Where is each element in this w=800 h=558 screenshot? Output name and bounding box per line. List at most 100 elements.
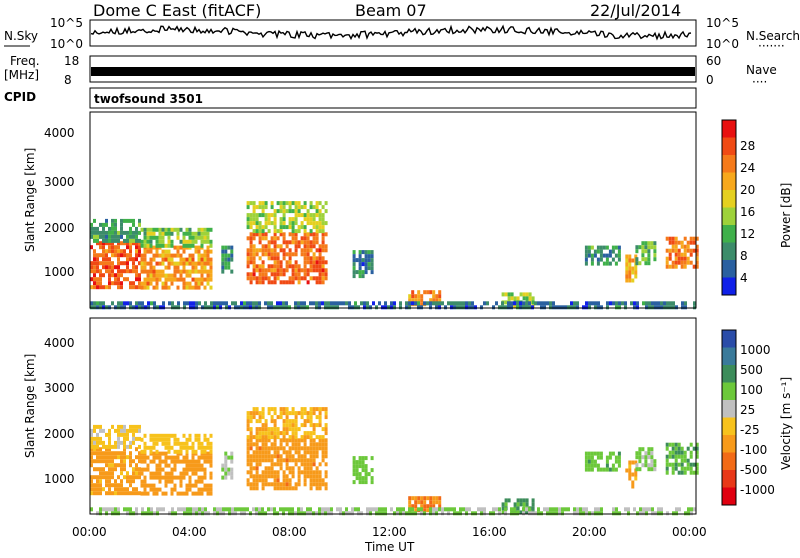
heatmap-cell: [138, 285, 141, 290]
heatmap-cell: [152, 257, 156, 262]
heatmap-cell: [267, 240, 271, 245]
heatmap-cell: [191, 449, 195, 454]
heatmap-cell: [612, 511, 615, 516]
heatmap-cell: [227, 261, 231, 266]
heatmap-cell: [564, 507, 567, 512]
heatmap-cell: [358, 258, 362, 263]
heatmap-cell: [177, 507, 180, 512]
heatmap-cell: [309, 466, 313, 471]
heatmap-cell: [197, 245, 201, 250]
heatmap-cell: [631, 460, 635, 465]
heatmap-cell: [105, 257, 108, 262]
heatmap-cell: [234, 511, 237, 516]
heatmap-cell: [90, 265, 93, 270]
heatmap-cell: [246, 260, 250, 265]
heatmap-cell: [599, 245, 603, 250]
heatmap-cell: [465, 507, 468, 512]
heatmap-cell: [123, 487, 126, 492]
heatmap-cell: [674, 462, 678, 467]
heatmap-cell: [143, 441, 147, 446]
heatmap-cell: [132, 230, 135, 235]
heatmap-cell: [648, 301, 651, 306]
heatmap-cell: [188, 487, 192, 492]
heatmap-cell: [146, 235, 150, 240]
heatmap-cell: [498, 511, 501, 516]
heatmap-cell: [200, 227, 204, 232]
heatmap-cell: [258, 280, 262, 285]
heatmap-cell: [321, 244, 325, 249]
heatmap-cell: [146, 231, 150, 236]
heatmap-cell: [315, 201, 319, 206]
heatmap-cell: [167, 265, 171, 270]
heatmap-cell: [447, 511, 450, 516]
colorbar-swatch: [722, 277, 736, 296]
heatmap-cell: [642, 507, 645, 512]
heatmap-cell: [258, 221, 262, 226]
heatmap-cell: [355, 468, 359, 473]
heatmap-cell: [288, 276, 292, 281]
heatmap-cell: [135, 467, 138, 472]
heatmap-cell: [182, 249, 186, 254]
heatmap-cell: [158, 437, 162, 442]
heatmap-cell: [173, 467, 177, 472]
heatmap-cell: [209, 261, 213, 266]
heatmap-cell: [318, 217, 322, 222]
heatmap-cell: [249, 213, 253, 218]
heatmap-cell: [306, 411, 310, 416]
heatmap-cell: [435, 507, 438, 512]
heatmap-cell: [635, 261, 639, 266]
heatmap-cell: [352, 468, 356, 473]
heatmap-cell: [102, 507, 105, 512]
heatmap-cell: [282, 407, 286, 412]
heatmap-cell: [414, 511, 417, 516]
heatmap-cell: [188, 459, 192, 464]
heatmap-cell: [123, 238, 126, 243]
heatmap-cell: [234, 305, 237, 310]
heatmap-cell: [579, 511, 582, 516]
heatmap-cell: [303, 256, 307, 261]
heatmap-cell: [294, 205, 298, 210]
heatmap-cell: [288, 511, 291, 516]
heatmap-cell: [143, 455, 147, 460]
heatmap-cell: [276, 450, 280, 455]
heatmap-cell: [153, 305, 156, 310]
heatmap-cell: [105, 451, 108, 456]
heatmap-cell: [614, 245, 618, 250]
heatmap-cell: [117, 491, 120, 496]
heatmap-cell: [120, 301, 123, 306]
heatmap-cell: [252, 486, 256, 491]
heatmap-cell: [255, 248, 259, 253]
heatmap-cell: [152, 277, 156, 282]
heatmap-cell: [140, 483, 144, 488]
heatmap-cell: [294, 252, 298, 257]
heatmap-cell: [285, 268, 289, 273]
station-title: Dome C East (fitACF): [93, 1, 261, 20]
heatmap-cell: [209, 265, 213, 270]
heatmap-cell: [294, 244, 298, 249]
heatmap-cell: [618, 301, 621, 306]
heatmap-cell: [126, 253, 129, 258]
heatmap-cell: [273, 252, 277, 257]
heatmap-cell: [405, 305, 408, 310]
xtick-4: 16:00: [472, 525, 507, 539]
heatmap-cell: [162, 301, 165, 306]
heatmap-cell: [681, 305, 684, 310]
heatmap-cell: [264, 217, 268, 222]
heatmap-cell: [420, 496, 424, 501]
heatmap-cell: [355, 464, 359, 469]
heatmap-cell: [140, 261, 144, 266]
heatmap-cell: [297, 446, 301, 451]
heatmap-cell: [173, 265, 177, 270]
heatmap-cell: [480, 305, 483, 310]
heatmap-cell: [161, 441, 165, 446]
heatmap-cell: [132, 467, 135, 472]
heatmap-cell: [200, 277, 204, 282]
heatmap-cell: [510, 305, 513, 310]
heatmap-cell: [504, 511, 507, 516]
heatmap-cell: [309, 221, 313, 226]
heatmap-cell: [173, 475, 177, 480]
heatmap-cell: [143, 261, 147, 266]
heatmap-cell: [93, 459, 96, 464]
heatmap-cell: [203, 455, 207, 460]
heatmap-cell: [146, 285, 150, 290]
